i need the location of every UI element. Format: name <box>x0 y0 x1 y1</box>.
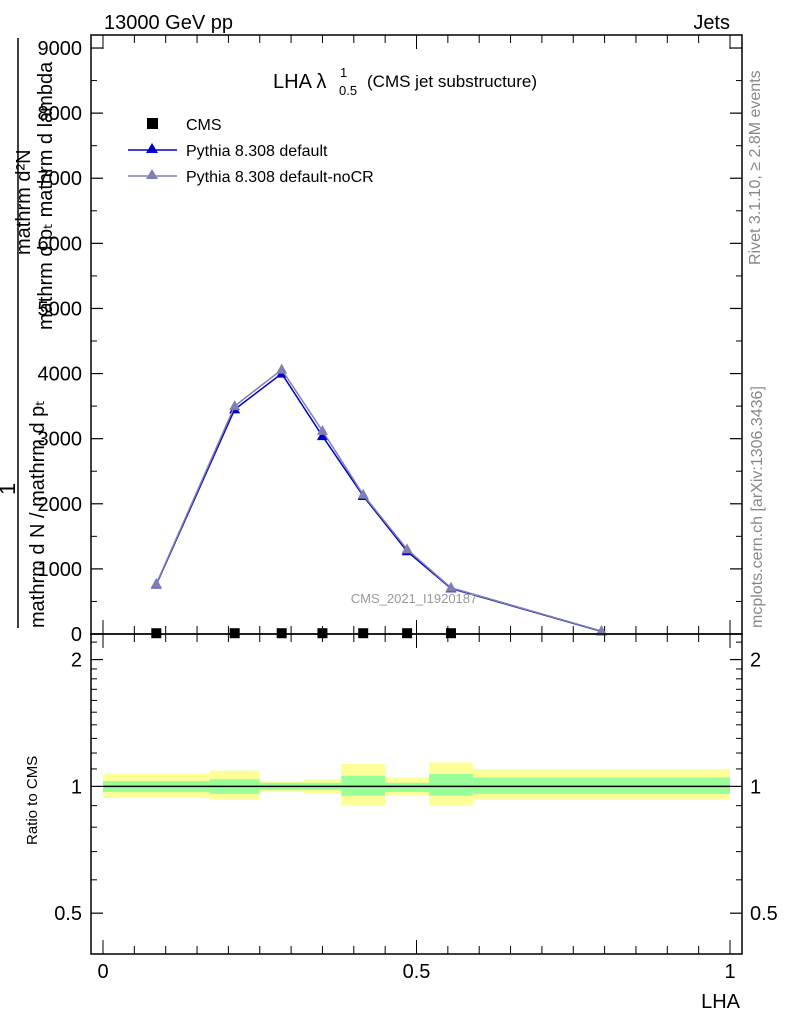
ratio-bands <box>103 762 730 806</box>
ylabel-numerator-top: mathrm d²N <box>13 149 35 255</box>
uncertainty-band-inner <box>429 773 473 796</box>
cms-point <box>317 628 328 639</box>
y-tick-label: 3000 <box>38 429 83 451</box>
cms-point <box>276 628 287 639</box>
uncertainty-band-inner <box>385 782 430 792</box>
jets-label: Jets <box>693 12 730 34</box>
plot-title: LHA λ 1 0.5 (CMS jet substructure) <box>273 65 537 98</box>
y-tick-label: 5000 <box>38 298 83 320</box>
ratio-y-tick-label-right: 0.5 <box>750 903 778 925</box>
mc-point <box>595 625 607 636</box>
mcplots-label: mcplots.cern.ch [arXiv:1306.3436] <box>749 386 766 628</box>
title-sub: 0.5 <box>339 83 357 98</box>
title-suffix: (CMS jet substructure) <box>367 72 537 91</box>
mc-point <box>229 400 241 411</box>
x-axis-label: LHA <box>701 991 741 1013</box>
main-series <box>150 363 607 639</box>
energy-label: 13000 GeV pp <box>104 12 233 34</box>
legend-nocr-marker <box>146 169 158 179</box>
ylabel-one: 1 <box>0 483 20 495</box>
ratio-axes: 0.5 0.5 1 1 2 2 0 0.5 1 <box>54 634 778 983</box>
legend-default-marker <box>146 143 158 153</box>
cms-point <box>445 628 456 639</box>
legend: CMS Pythia 8.308 default Pythia 8.308 de… <box>128 117 374 186</box>
y-tick-label: 8000 <box>38 103 83 125</box>
mc-point <box>445 581 457 592</box>
y-tick-label: 2000 <box>38 494 83 516</box>
title-main: LHA λ <box>273 71 326 93</box>
mc-point <box>357 488 369 499</box>
ratio-y-tick-label-right: 2 <box>750 650 761 672</box>
mc-point <box>401 543 413 554</box>
mc-point <box>150 577 162 588</box>
y-tick-label: 9000 <box>38 38 83 60</box>
ylabel-numerator-bottom: mathrm d pₜ mathrm d lambda <box>35 61 57 330</box>
cms-point <box>358 628 369 639</box>
y-tick-label: 4000 <box>38 364 83 386</box>
x-tick-label: 1 <box>724 961 735 983</box>
cms-point <box>402 628 413 639</box>
legend-default-label: Pythia 8.308 default <box>186 143 328 160</box>
ratio-y-tick-label: 1 <box>71 776 82 798</box>
ratio-ylabel: Ratio to CMS <box>24 756 41 845</box>
mc-point <box>316 424 328 435</box>
ratio-y-tick-label: 0.5 <box>54 903 82 925</box>
legend-nocr-label: Pythia 8.308 default-noCR <box>186 169 374 186</box>
ratio-y-tick-label: 2 <box>71 650 82 672</box>
y-tick-label: 0 <box>71 624 82 646</box>
mc-point <box>316 430 328 441</box>
cms-point <box>229 628 240 639</box>
analysis-watermark: CMS_2021_I1920187 <box>351 591 478 606</box>
series-line <box>155 368 602 632</box>
y-tick-label: 7000 <box>38 168 83 190</box>
x-tick-label: 0 <box>97 961 108 983</box>
legend-cms-label: CMS <box>186 117 222 134</box>
mc-point <box>276 363 288 374</box>
ratio-y-tick-label-right: 1 <box>750 776 761 798</box>
legend-cms-marker <box>147 118 158 129</box>
y-tick-label: 6000 <box>38 233 83 255</box>
main-axes: 0 1000 2000 3000 4000 5000 6000 7000 8000 9000 <box>38 35 742 646</box>
y-axis-label: mathrm d²N mathrm d pₜ mathrm d lambda 1… <box>0 38 57 628</box>
ylabel-denominator: mathrm d N / mathrm d pₜ <box>27 400 49 628</box>
y-tick-label: 1000 <box>38 559 83 581</box>
cms-point <box>151 628 162 639</box>
rivet-label: Rivet 3.1.10, ≥ 2.8M events <box>747 70 764 265</box>
title-sup: 1 <box>340 65 347 80</box>
x-tick-label: 0.5 <box>403 961 431 983</box>
